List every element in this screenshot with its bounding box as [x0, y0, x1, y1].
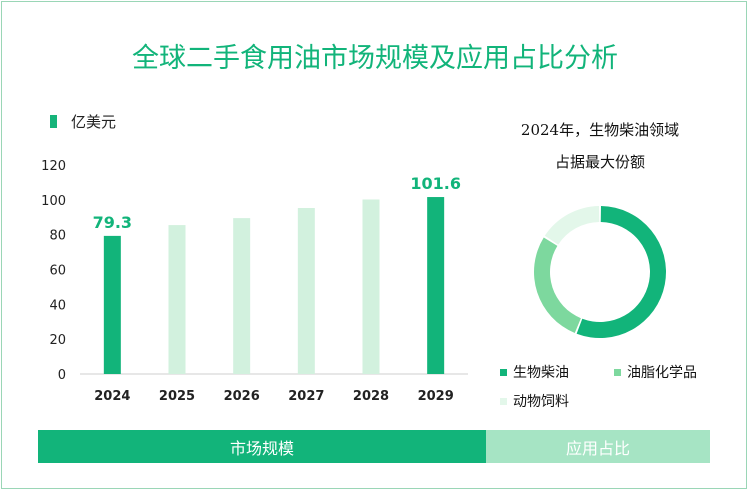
- x-tick-label-2027: 2027: [288, 389, 324, 404]
- x-tick-label-2024: 2024: [94, 389, 130, 404]
- bar-2025: [168, 225, 186, 374]
- legend-item-animal-feed: 动物饲料: [500, 391, 569, 411]
- x-tick-label-2029: 2029: [418, 389, 454, 404]
- legend-swatch: [50, 115, 57, 128]
- x-tick-label-2028: 2028: [353, 389, 389, 404]
- y-tick-label-1: 20: [49, 333, 66, 348]
- legend-label-animal-feed: 动物饲料: [513, 394, 569, 410]
- donut-slice-1: [534, 237, 581, 333]
- bar-2024: [103, 235, 121, 374]
- data-label-2029: 101.6: [410, 174, 461, 193]
- bar-2028: [362, 199, 380, 374]
- data-label-2024: 79.3: [93, 213, 132, 232]
- x-tick-label-2026: 2026: [224, 389, 260, 404]
- legend-label-biodiesel: 生物柴油: [513, 365, 569, 381]
- y-tick-label-5: 100: [41, 194, 66, 209]
- x-tick-label-2025: 2025: [159, 389, 195, 404]
- section-tabs: 市场规模 应用占比: [38, 430, 710, 463]
- donut-slice-2: [544, 206, 600, 245]
- page-title: 全球二手食用油市场规模及应用占比分析: [132, 43, 618, 74]
- legend-item-biodiesel: 生物柴油: [500, 362, 569, 382]
- y-tick-label-0: 0: [58, 368, 66, 383]
- tab-market-size[interactable]: 市场规模: [38, 430, 486, 463]
- y-tick-label-3: 60: [49, 264, 66, 279]
- y-tick-label-2: 40: [49, 298, 66, 313]
- tab-application-share[interactable]: 应用占比: [486, 430, 710, 463]
- bar-2026: [233, 218, 251, 374]
- legend-item-oleochemicals: 油脂化学品: [614, 362, 697, 382]
- donut-title-line-1: 2024年，生物柴油领域: [520, 121, 680, 139]
- donut-title-line-2: 占据最大份额: [554, 153, 645, 171]
- legend-dot-animal-feed: [500, 397, 507, 405]
- bar-2029: [427, 197, 445, 374]
- bar-2027: [297, 208, 315, 374]
- legend-unit-label: 亿美元: [71, 113, 117, 131]
- donut-slice-0: [576, 206, 666, 338]
- y-tick-label-4: 80: [49, 229, 66, 244]
- donut-title: 2024年，生物柴油领域 占据最大份额: [480, 114, 720, 178]
- legend-dot-oleochemicals: [614, 368, 621, 376]
- bar-legend: 亿美元: [50, 111, 116, 132]
- legend-dot-biodiesel: [500, 368, 507, 376]
- legend-label-oleochemicals: 油脂化学品: [627, 365, 697, 381]
- y-tick-label-6: 120: [41, 159, 66, 174]
